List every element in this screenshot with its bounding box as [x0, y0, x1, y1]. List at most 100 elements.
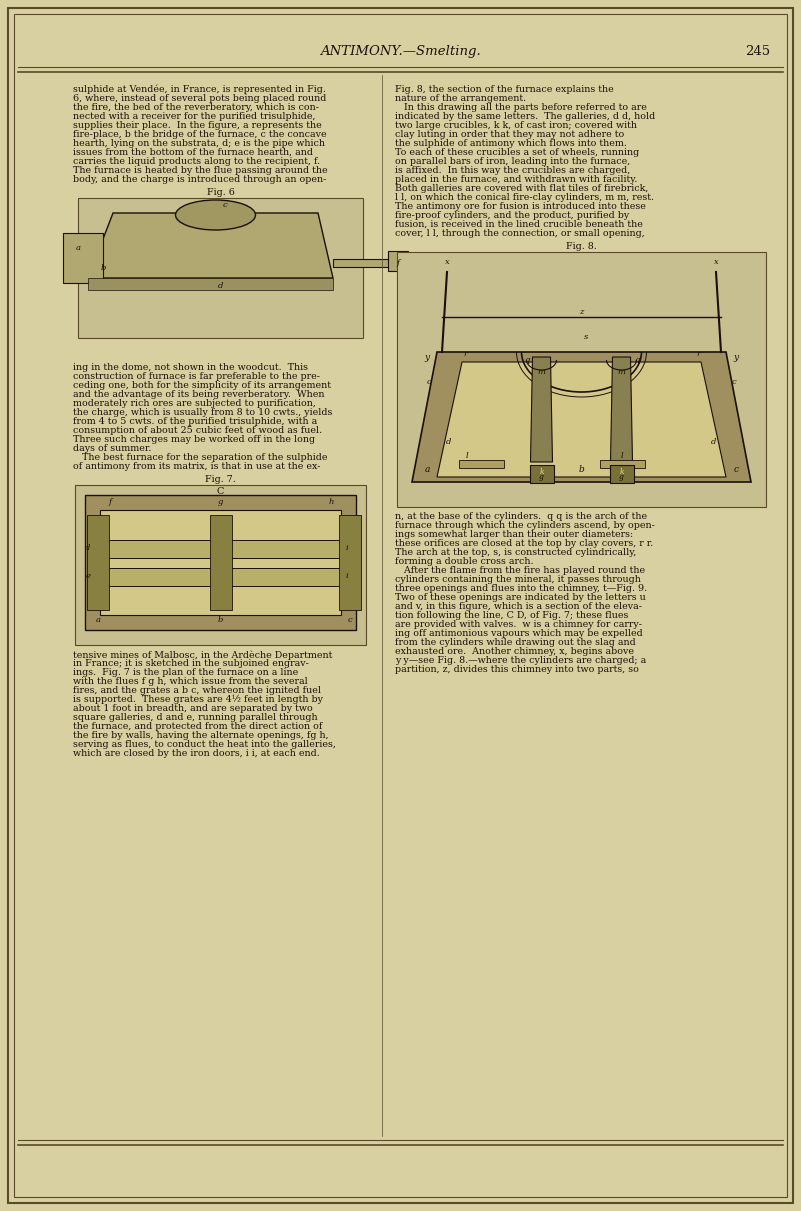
Text: serving as flues, to conduct the heat into the galleries,: serving as flues, to conduct the heat in… — [73, 740, 336, 748]
Bar — [100, 510, 341, 615]
Text: Fig. 8.: Fig. 8. — [566, 242, 597, 251]
Bar — [388, 251, 408, 271]
Text: these orifices are closed at the top by clay covers, r r.: these orifices are closed at the top by … — [395, 539, 654, 549]
Text: l l, on which the conical fire-clay cylinders, m m, rest.: l l, on which the conical fire-clay cyli… — [395, 193, 654, 202]
Text: h: h — [328, 498, 334, 506]
Text: carries the liquid products along to the recipient, f.: carries the liquid products along to the… — [73, 157, 320, 166]
Text: issues from the bottom of the furnace hearth, and: issues from the bottom of the furnace he… — [73, 148, 313, 157]
Text: C: C — [217, 487, 224, 497]
Text: days of summer.: days of summer. — [73, 444, 151, 453]
Text: c: c — [427, 378, 432, 386]
Text: two large crucibles, k k, of cast iron; covered with: two large crucibles, k k, of cast iron; … — [395, 121, 637, 130]
Text: is affixed.  In this way the crucibles are charged,: is affixed. In this way the crucibles ar… — [395, 166, 630, 176]
Text: partition, z, divides this chimney into two parts, so: partition, z, divides this chimney into … — [395, 665, 639, 675]
Text: m: m — [618, 368, 626, 375]
Text: b: b — [578, 465, 585, 475]
Text: r: r — [696, 350, 700, 358]
Text: and v, in this figure, which is a section of the eleva-: and v, in this figure, which is a sectio… — [395, 602, 642, 612]
Text: square galleries, d and e, running parallel through: square galleries, d and e, running paral… — [73, 713, 318, 722]
Text: 245: 245 — [745, 45, 770, 58]
Text: are provided with valves.  w is a chimney for carry-: are provided with valves. w is a chimney… — [395, 620, 642, 629]
Text: g: g — [539, 474, 544, 481]
Text: ceding one, both for the simplicity of its arrangement: ceding one, both for the simplicity of i… — [73, 381, 331, 390]
Bar — [210, 515, 231, 610]
Text: d: d — [86, 545, 91, 552]
Bar — [529, 465, 553, 483]
Text: a: a — [75, 243, 80, 252]
Text: the furnace, and protected from the direct action of: the furnace, and protected from the dire… — [73, 722, 322, 731]
Text: The best furnace for the separation of the sulphide: The best furnace for the separation of t… — [73, 453, 328, 463]
Text: of antimony from its matrix, is that in use at the ex-: of antimony from its matrix, is that in … — [73, 463, 320, 471]
Bar — [610, 465, 634, 483]
Text: furnace through which the cylinders ascend, by open-: furnace through which the cylinders asce… — [395, 521, 655, 530]
Text: k: k — [539, 467, 544, 476]
Text: cylinders containing the mineral, it passes through: cylinders containing the mineral, it pas… — [395, 575, 641, 584]
Text: c: c — [731, 378, 736, 386]
Text: which are closed by the iron doors, i i, at each end.: which are closed by the iron doors, i i,… — [73, 748, 320, 758]
Text: y: y — [425, 352, 429, 362]
Bar — [100, 539, 341, 557]
Text: d: d — [446, 438, 452, 446]
Text: nected with a receiver for the purified trisulphide,: nected with a receiver for the purified … — [73, 111, 316, 121]
Text: in France; it is sketched in the subjoined engrav-: in France; it is sketched in the subjoin… — [73, 659, 309, 668]
Text: nature of the arrangement.: nature of the arrangement. — [395, 94, 526, 103]
Text: y y—see Fig. 8.—where the cylinders are charged; a: y y—see Fig. 8.—where the cylinders are … — [395, 656, 646, 665]
Ellipse shape — [175, 200, 256, 230]
Text: The arch at the top, s, is constructed cylindrically,: The arch at the top, s, is constructed c… — [395, 549, 636, 557]
Text: sulphide at Vendée, in France, is represented in Fig.: sulphide at Vendée, in France, is repres… — [73, 85, 326, 94]
Text: indicated by the same letters.  The galleries, d d, hold: indicated by the same letters. The galle… — [395, 111, 655, 121]
Text: Two of these openings are indicated by the letters u: Two of these openings are indicated by t… — [395, 593, 646, 602]
Text: fires, and the grates a b c, whereon the ignited fuel: fires, and the grates a b c, whereon the… — [73, 685, 321, 695]
Text: hearth, lying on the substrata, d; e is the pipe which: hearth, lying on the substrata, d; e is … — [73, 139, 325, 148]
Text: k: k — [619, 467, 624, 476]
Text: c: c — [734, 465, 739, 475]
Polygon shape — [78, 199, 363, 338]
Text: Fig. 8, the section of the furnace explains the: Fig. 8, the section of the furnace expla… — [395, 85, 614, 94]
Text: Fig. 7.: Fig. 7. — [205, 475, 235, 484]
Text: d: d — [218, 282, 223, 289]
Text: consumption of about 25 cubic feet of wood as fuel.: consumption of about 25 cubic feet of wo… — [73, 426, 322, 435]
Text: fire-proof cylinders, and the product, purified by: fire-proof cylinders, and the product, p… — [395, 211, 630, 220]
Text: z: z — [579, 308, 584, 316]
Text: with the flues f g h, which issue from the several: with the flues f g h, which issue from t… — [73, 677, 308, 685]
Text: moderately rich ores are subjected to purification,: moderately rich ores are subjected to pu… — [73, 398, 316, 408]
Text: clay luting in order that they may not adhere to: clay luting in order that they may not a… — [395, 130, 624, 139]
Bar — [85, 495, 356, 630]
Bar — [333, 259, 393, 266]
Text: In this drawing all the parts before referred to are: In this drawing all the parts before ref… — [395, 103, 647, 111]
Text: placed in the furnace, and withdrawn with facility.: placed in the furnace, and withdrawn wit… — [395, 176, 638, 184]
Text: l: l — [620, 452, 623, 460]
Text: on parallel bars of iron, leading into the furnace,: on parallel bars of iron, leading into t… — [395, 157, 630, 166]
Text: ANTIMONY.—Smelting.: ANTIMONY.—Smelting. — [320, 45, 481, 58]
Polygon shape — [437, 362, 726, 477]
Bar — [100, 568, 341, 585]
Text: construction of furnace is far preferable to the pre-: construction of furnace is far preferabl… — [73, 372, 320, 381]
Text: Fig. 6: Fig. 6 — [207, 188, 235, 197]
Text: fire-place, b the bridge of the furnace, c the concave: fire-place, b the bridge of the furnace,… — [73, 130, 327, 139]
Text: ings.  Fig. 7 is the plan of the furnace on a line: ings. Fig. 7 is the plan of the furnace … — [73, 668, 298, 677]
Text: and the advantage of its being reverberatory.  When: and the advantage of its being reverbera… — [73, 390, 324, 398]
Text: ing off antimonious vapours which may be expelled: ing off antimonious vapours which may be… — [395, 629, 642, 638]
Text: the fire, the bed of the reverberatory, which is con-: the fire, the bed of the reverberatory, … — [73, 103, 319, 111]
Text: g: g — [619, 474, 624, 481]
Text: the sulphide of antimony which flows into them.: the sulphide of antimony which flows int… — [395, 139, 627, 148]
Text: cover, l l, through the connection, or small opening,: cover, l l, through the connection, or s… — [395, 229, 645, 239]
Text: n, at the base of the cylinders.  q q is the arch of the: n, at the base of the cylinders. q q is … — [395, 512, 647, 521]
Text: ing in the dome, not shown in the woodcut.  This: ing in the dome, not shown in the woodcu… — [73, 363, 308, 372]
Text: Three such charges may be worked off in the long: Three such charges may be worked off in … — [73, 435, 315, 444]
Text: q: q — [524, 356, 529, 365]
Text: b: b — [100, 264, 106, 272]
Text: x: x — [714, 258, 718, 266]
Text: body, and the charge is introduced through an open-: body, and the charge is introduced throu… — [73, 176, 326, 184]
Text: from 4 to 5 cwts. of the purified trisulphide, with a: from 4 to 5 cwts. of the purified trisul… — [73, 417, 317, 426]
Text: y: y — [734, 352, 739, 362]
Text: c: c — [223, 201, 227, 210]
Text: The furnace is heated by the flue passing around the: The furnace is heated by the flue passin… — [73, 166, 328, 176]
Text: f: f — [108, 498, 111, 506]
Text: e: e — [86, 573, 91, 580]
Text: supplies their place.  In the figure, a represents the: supplies their place. In the figure, a r… — [73, 121, 322, 130]
Polygon shape — [610, 357, 633, 463]
Text: m: m — [537, 368, 545, 375]
Text: about 1 foot in breadth, and are separated by two: about 1 foot in breadth, and are separat… — [73, 704, 312, 713]
Text: l: l — [465, 452, 469, 460]
